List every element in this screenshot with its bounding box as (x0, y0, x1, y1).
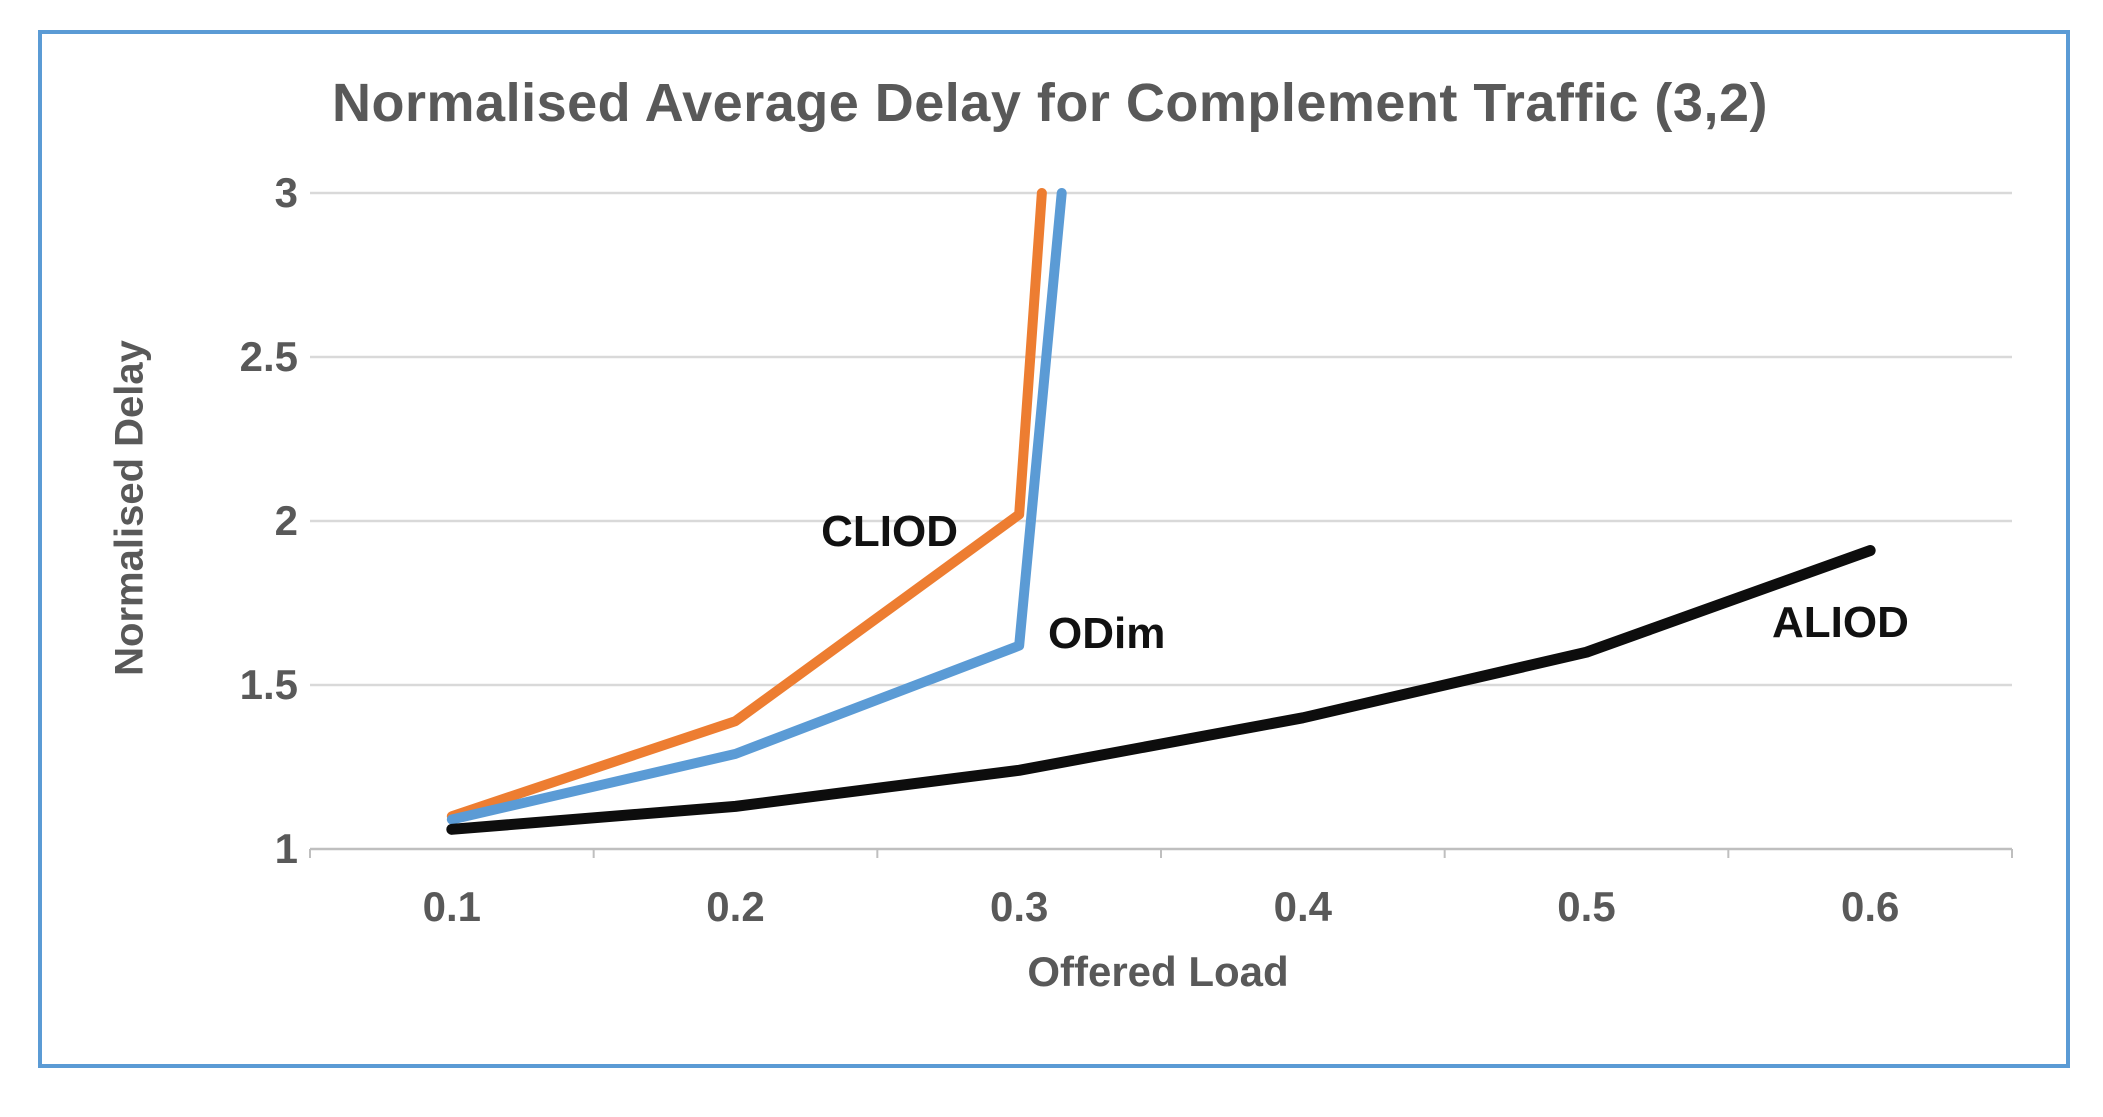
series-line-cliod (446, 188, 1047, 822)
x-axis-title: Offered Load (1027, 948, 1289, 995)
series-label-cliod: CLIOD (821, 507, 958, 556)
chart-border-frame (38, 30, 2070, 1068)
chart-title: Normalised Average Delay for Complement … (332, 73, 1768, 133)
x-tick-label: 0.1 (423, 883, 481, 930)
series-line-aliod (446, 545, 1876, 835)
y-tick-label: 1.5 (240, 661, 298, 708)
x-tick-label: 0.2 (706, 883, 764, 930)
y-tick-label: 2.5 (240, 333, 298, 380)
y-tick-label: 1 (275, 825, 298, 872)
series-label-odim: ODim (1048, 609, 1165, 658)
x-tick-label: 0.4 (1274, 883, 1333, 930)
y-tick-label: 3 (275, 169, 298, 216)
x-tick-label: 0.3 (990, 883, 1048, 930)
series-line-odim (446, 188, 1067, 825)
series-label-aliod: ALIOD (1772, 598, 1909, 647)
y-tick-label: 2 (275, 497, 298, 544)
y-axis-title: Normalised Delay (107, 340, 152, 676)
x-tick-label: 0.5 (1557, 883, 1615, 930)
x-tick-label: 0.6 (1841, 883, 1899, 930)
